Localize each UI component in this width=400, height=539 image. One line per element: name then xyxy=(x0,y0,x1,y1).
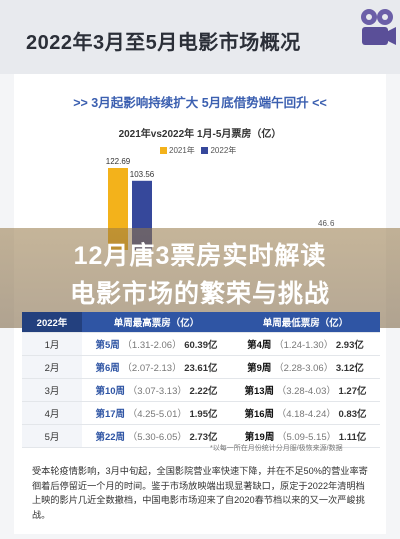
high-value: 1.95亿 xyxy=(189,409,218,420)
table-header-high: 单周最高票房（亿） xyxy=(82,312,231,333)
low-dates: （2.28-3.06） xyxy=(274,363,334,374)
table-footnote: *以每一所在月份统计分月服/极恢来源/数据 xyxy=(210,445,343,452)
legend-swatch-2021 xyxy=(160,147,167,155)
month-cell: 3月 xyxy=(22,378,82,402)
legend-label-2022: 2022年 xyxy=(210,146,237,155)
high-cell: 第22周 （5.30-6.05） 2.73亿 xyxy=(82,424,231,448)
low-cell: 第16周 （4.18-4.24） 0.83亿 xyxy=(231,401,380,425)
high-week: 第5周 xyxy=(95,340,120,351)
legend-swatch-2022 xyxy=(201,147,209,155)
low-week: 第13周 xyxy=(244,386,275,397)
low-cell: 第9周 （2.28-3.06） 3.12亿 xyxy=(231,355,380,379)
chart-legend: 2021年 2022年 xyxy=(160,145,236,156)
table-header-low: 单周最低票房（亿） xyxy=(231,312,380,333)
low-dates: （4.18-4.24） xyxy=(276,409,336,420)
bar-value-label: 122.69 xyxy=(106,157,131,166)
table-row: 5月 第22周 （5.30-6.05） 2.73亿 第19周 （5.09-5.15）… xyxy=(22,424,380,448)
low-value: 1.27亿 xyxy=(338,386,367,397)
table-row: 1月 第5周 （1.31-2.06） 60.39亿 第4周 （1.24-1.30） … xyxy=(22,332,380,356)
low-week: 第19周 xyxy=(244,432,275,443)
bar-chart: 122.69 103.56 46. 6 xyxy=(106,157,335,250)
high-dates: （5.30-6.05） xyxy=(127,432,187,443)
header: 2022年3月至5月电影市场概况 xyxy=(0,0,400,74)
high-cell: 第5周 （1.31-2.06） 60.39亿 xyxy=(82,332,231,356)
low-week: 第16周 xyxy=(244,409,275,420)
legend-label-2021: 2021年 xyxy=(169,146,195,155)
bar-value-fragment: 46. xyxy=(318,219,329,228)
weekly-boxoffice-table: 2022年 单周最高票房（亿） 单周最低票房（亿） 1月 第5周 （1.31-2.… xyxy=(22,312,380,448)
page-title: 2022年3月至5月电影市场概况 xyxy=(26,32,301,54)
high-value: 60.39亿 xyxy=(184,340,218,351)
low-cell: 第19周 （5.09-5.15） 1.11亿 xyxy=(231,424,380,448)
bar-value-label: 103.56 xyxy=(130,170,155,179)
high-week: 第17周 xyxy=(95,409,126,420)
low-dates: （3.28-4.03） xyxy=(276,386,336,397)
section-subtitle: >> 3月起影响持续扩大 5月底借势端午回升 << xyxy=(73,96,327,110)
high-value: 2.73亿 xyxy=(189,432,218,443)
table-row: 2月 第6周 （2.07-2.13） 23.61亿 第9周 （2.28-3.06） … xyxy=(22,355,380,379)
low-value: 2.93亿 xyxy=(335,340,364,351)
banner-line-2: 电影市场的繁荣与挑战 xyxy=(69,280,330,308)
summary-paragraph: 受本轮疫情影响，3月中旬起，全国影院营业率快速下降，并在不足50%的营业率寄徊着… xyxy=(32,466,368,520)
low-value: 3.12亿 xyxy=(335,363,364,374)
chart-title: 2021年vs2022年 1月-5月票房（亿） xyxy=(118,129,282,140)
high-cell: 第6周 （2.07-2.13） 23.61亿 xyxy=(82,355,231,379)
high-week: 第6周 xyxy=(95,363,120,374)
high-week: 第10周 xyxy=(95,386,126,397)
table-header-year: 2022年 xyxy=(22,312,82,333)
low-week: 第4周 xyxy=(247,340,272,351)
high-value: 2.22亿 xyxy=(189,386,218,397)
high-week: 第22周 xyxy=(95,432,126,443)
high-dates: （3.07-3.13） xyxy=(127,386,187,397)
month-cell: 5月 xyxy=(22,424,82,448)
high-dates: （1.31-2.06） xyxy=(122,340,182,351)
low-cell: 第13周 （3.28-4.03） 1.27亿 xyxy=(231,378,380,402)
high-cell: 第17周 （4.25-5.01） 1.95亿 xyxy=(82,401,231,425)
bar-value-fragment: 6 xyxy=(330,219,335,228)
movie-camera-icon xyxy=(361,9,396,45)
high-cell: 第10周 （3.07-3.13） 2.22亿 xyxy=(82,378,231,402)
low-value: 1.11亿 xyxy=(338,432,367,443)
low-cell: 第4周 （1.24-1.30） 2.93亿 xyxy=(231,332,380,356)
table-row: 4月 第17周 （4.25-5.01） 1.95亿 第16周 （4.18-4.24）… xyxy=(22,401,380,425)
low-dates: （5.09-5.15） xyxy=(276,432,337,443)
table-header-row: 2022年 单周最高票房（亿） 单周最低票房（亿） xyxy=(22,312,380,333)
low-value: 0.83亿 xyxy=(338,409,367,420)
banner-line-1: 12月唐3票房实时解读 xyxy=(73,242,327,270)
high-dates: （4.25-5.01） xyxy=(127,409,187,420)
high-value: 23.61亿 xyxy=(184,363,218,374)
title-banner: 12月唐3票房实时解读 电影市场的繁荣与挑战 xyxy=(0,228,400,328)
month-cell: 4月 xyxy=(22,401,82,425)
low-week: 第9周 xyxy=(247,363,272,374)
table-row: 3月 第10周 （3.07-3.13） 2.22亿 第13周 （3.28-4.03）… xyxy=(22,378,380,402)
low-dates: （1.24-1.30） xyxy=(274,340,334,351)
month-cell: 1月 xyxy=(22,332,82,356)
month-cell: 2月 xyxy=(22,355,82,379)
high-dates: （2.07-2.13） xyxy=(122,363,182,374)
